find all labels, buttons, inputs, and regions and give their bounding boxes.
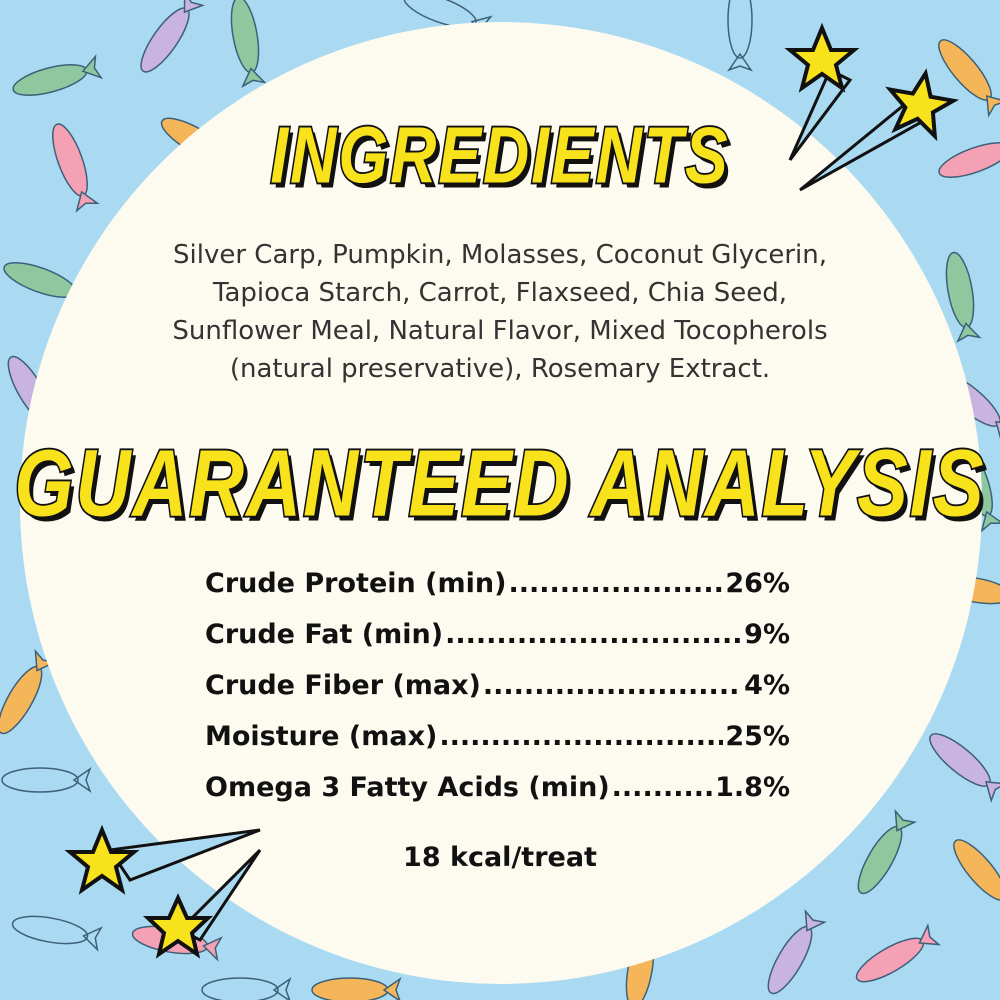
analysis-table: Crude Protein (min) 26% Crude Fat (min) 9%… <box>205 558 790 813</box>
guaranteed-analysis-heading: Guaranteed Analysis <box>13 429 986 539</box>
ingredients-list: Silver Carp, Pumpkin, Molasses, Coconut … <box>100 236 900 388</box>
calories-per-treat: 18 kcal/treat <box>403 842 597 873</box>
fish-icon <box>953 839 1000 901</box>
fish-icon <box>11 915 103 952</box>
ingredients-heading: Ingredients <box>269 108 730 202</box>
ingredients-line: Silver Carp, Pumpkin, Molasses, Coconut … <box>173 240 827 270</box>
star-icon <box>885 68 960 142</box>
analysis-label: Omega 3 Fatty Acids (min) <box>205 772 610 803</box>
fish-icon <box>311 977 402 1000</box>
star-icon <box>142 893 214 959</box>
fish-icon <box>12 54 104 96</box>
analysis-row: Crude Protein (min) 26% <box>205 558 790 609</box>
fish-icon <box>857 808 917 895</box>
analysis-value: 1.8% <box>715 772 790 803</box>
analysis-label: Crude Protein (min) <box>205 568 507 599</box>
analysis-row: Moisture (max) 25% <box>205 711 790 762</box>
fish-icon <box>938 142 1000 178</box>
fish-icon <box>140 0 206 73</box>
content-circle <box>20 22 982 984</box>
fish-icon <box>767 908 827 995</box>
ingredients-line: Tapioca Starch, Carrot, Flaxseed, Chia S… <box>212 278 788 308</box>
analysis-label: Crude Fat (min) <box>205 619 444 650</box>
fish-icon <box>938 39 1000 118</box>
fish-icon <box>201 977 292 1000</box>
analysis-value: 4% <box>744 670 790 701</box>
analysis-row: Crude Fiber (max) 4% <box>205 660 790 711</box>
analysis-value: 9% <box>744 619 790 650</box>
ingredients-line: (natural preservative), Rosemary Extract… <box>229 354 771 384</box>
analysis-row: Crude Fat (min) 9% <box>205 609 790 660</box>
fish-icon <box>929 733 1000 804</box>
analysis-label: Moisture (max) <box>205 721 438 752</box>
fish-icon <box>0 648 57 735</box>
fish-icon <box>727 0 753 72</box>
fish-icon <box>230 0 267 88</box>
analysis-row: Omega 3 Fatty Acids (min) 1.8% <box>205 762 790 813</box>
fish-icon <box>855 923 942 983</box>
analysis-value: 26% <box>725 568 790 599</box>
fish-icon <box>1 767 92 793</box>
shooting-stars-bottom-left <box>64 824 262 959</box>
star-icon <box>784 22 860 93</box>
ingredients-line: Sunflower Meal, Natural Flavor, Mixed To… <box>172 316 828 346</box>
star-icon <box>64 824 140 895</box>
fish-icon <box>52 123 100 213</box>
analysis-value: 25% <box>725 721 790 752</box>
fish-icon <box>945 251 982 343</box>
analysis-label: Crude Fiber (max) <box>205 670 481 701</box>
shooting-stars-top-right <box>784 22 960 192</box>
